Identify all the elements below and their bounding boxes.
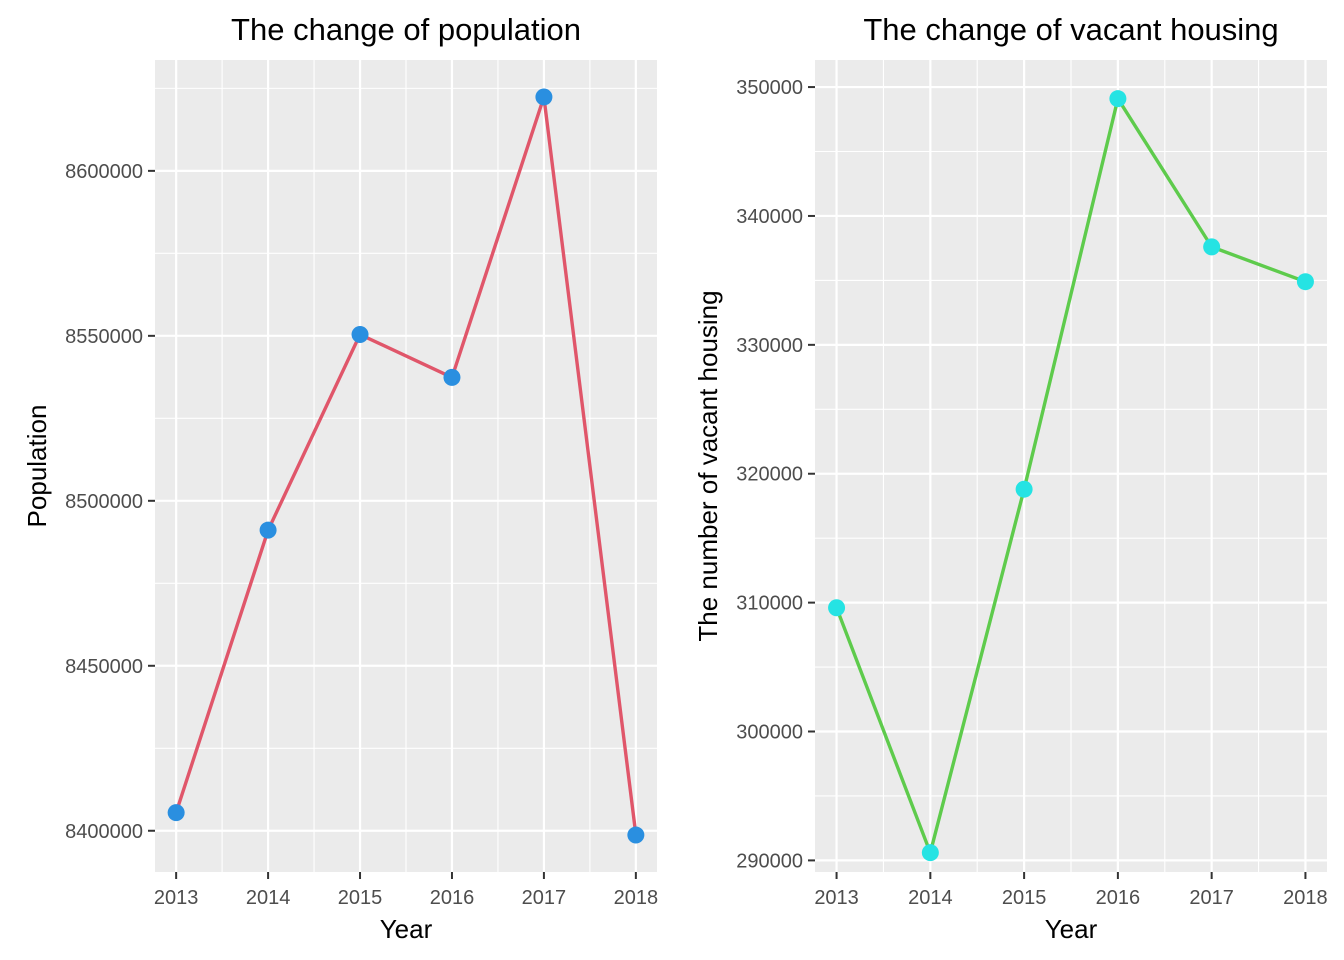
y-axis-label: Population — [22, 405, 52, 528]
y-tick-label: 290000 — [736, 850, 803, 872]
y-tick-label: 300000 — [736, 722, 803, 744]
x-tick-label: 2017 — [1189, 887, 1234, 909]
y-tick-label: 8550000 — [65, 326, 143, 348]
x-axis-label: Year — [380, 914, 433, 944]
data-point — [828, 599, 846, 617]
x-tick-label: 2013 — [814, 887, 859, 909]
data-point — [1296, 273, 1314, 291]
data-point — [351, 326, 369, 344]
y-tick-label: 8400000 — [65, 821, 143, 843]
data-point — [443, 368, 461, 386]
data-point — [1203, 238, 1221, 256]
x-axis-ticks: 2013 2014 2015 2016 2017 2018 — [814, 872, 1328, 909]
data-point — [1109, 90, 1127, 108]
x-axis-label: Year — [1045, 914, 1098, 944]
x-tick-label: 2018 — [1283, 887, 1328, 909]
vacant-housing-chart: 290000 300000 310000 320000 330000 340000 3500… — [693, 12, 1328, 944]
data-point — [259, 521, 277, 539]
population-line — [174, 95, 638, 837]
x-tick-label: 2013 — [154, 887, 199, 909]
y-tick-label: 310000 — [736, 593, 803, 615]
population-points — [167, 88, 645, 844]
vacant-housing-line — [834, 97, 1308, 855]
chart-title: The change of population — [231, 12, 581, 47]
population-chart: 8400000 8450000 8500000 8550000 8600000 2013… — [22, 12, 658, 944]
y-tick-label: 320000 — [736, 464, 803, 486]
y-axis-label: The number of vacant housing — [693, 290, 723, 641]
x-tick-label: 2014 — [246, 887, 291, 909]
x-tick-label: 2014 — [908, 887, 953, 909]
x-tick-label: 2016 — [430, 887, 475, 909]
x-tick-label: 2018 — [614, 887, 659, 909]
x-tick-label: 2015 — [1002, 887, 1047, 909]
y-tick-label: 330000 — [736, 335, 803, 357]
data-point — [627, 826, 645, 844]
data-point — [167, 804, 185, 822]
x-axis-ticks: 2013 2014 2015 2016 2017 2018 — [154, 872, 658, 909]
y-tick-label: 8500000 — [65, 491, 143, 513]
x-tick-label: 2016 — [1096, 887, 1141, 909]
y-axis-ticks: 8400000 8450000 8500000 8550000 8600000 — [65, 161, 155, 843]
gridlines — [815, 60, 1327, 872]
x-tick-label: 2015 — [338, 887, 383, 909]
y-tick-label: 8600000 — [65, 161, 143, 183]
y-tick-label: 8450000 — [65, 656, 143, 678]
y-tick-label: 350000 — [736, 77, 803, 99]
chart-title: The change of vacant housing — [863, 12, 1278, 47]
vacant-housing-points — [828, 90, 1314, 862]
x-tick-label: 2017 — [522, 887, 567, 909]
y-tick-label: 340000 — [736, 206, 803, 228]
data-point — [535, 88, 553, 106]
data-point — [921, 844, 939, 862]
data-point — [1015, 480, 1033, 498]
y-axis-ticks: 290000 300000 310000 320000 330000 340000 3500… — [736, 77, 815, 872]
